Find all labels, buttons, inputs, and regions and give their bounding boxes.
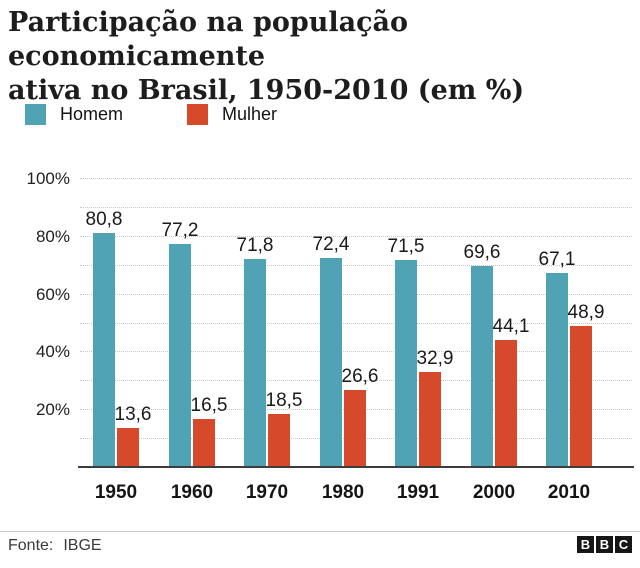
gridline-50 bbox=[80, 323, 632, 324]
value-label-mulher-2000: 44,1 bbox=[492, 316, 530, 337]
y-tick-label: 40% bbox=[35, 342, 70, 361]
bbc-logo-letter: B bbox=[596, 536, 613, 553]
bar-homem-1991 bbox=[395, 260, 417, 467]
legend-swatch-homem bbox=[25, 103, 46, 125]
bar-mulher-1950 bbox=[117, 428, 139, 467]
chart-title: Participação na população economicamente… bbox=[8, 6, 632, 108]
value-label-homem-1960: 77,2 bbox=[161, 220, 199, 241]
gridline-70 bbox=[80, 265, 632, 266]
value-label-homem-1950: 80,8 bbox=[85, 209, 123, 230]
gridline-90 bbox=[80, 207, 632, 208]
x-tick-label-1960: 1960 bbox=[170, 482, 214, 503]
x-tick-label-1970: 1970 bbox=[245, 482, 289, 503]
bar-homem-1970 bbox=[244, 259, 266, 467]
value-label-homem-1991: 71,5 bbox=[387, 236, 425, 257]
x-tick-label-1950: 1950 bbox=[94, 482, 138, 503]
legend: Homem Mulher bbox=[25, 102, 277, 126]
y-tick-label: 100% bbox=[26, 169, 70, 188]
x-axis-line bbox=[78, 466, 634, 468]
value-label-homem-2010: 67,1 bbox=[538, 249, 576, 270]
bbc-logo: B B C bbox=[577, 536, 632, 553]
bar-homem-1980 bbox=[320, 258, 342, 467]
gridline-30 bbox=[80, 380, 632, 381]
bar-homem-1950 bbox=[93, 233, 115, 467]
gridline-100 bbox=[80, 178, 632, 179]
y-tick-label: 20% bbox=[35, 400, 70, 419]
x-tick-label-2000: 2000 bbox=[472, 482, 516, 503]
value-label-homem-2000: 69,6 bbox=[463, 242, 501, 263]
legend-label-homem: Homem bbox=[60, 103, 124, 124]
value-label-mulher-1991: 32,9 bbox=[416, 348, 454, 369]
x-tick-label-2010: 2010 bbox=[547, 482, 591, 503]
chart-title-line1: Participação na população economicamente bbox=[8, 7, 409, 72]
bar-mulher-2010 bbox=[570, 326, 592, 467]
bbc-logo-letter: C bbox=[615, 536, 632, 553]
source-note: Fonte: IBGE bbox=[8, 537, 102, 555]
legend-item-mulher: Mulher bbox=[187, 103, 278, 125]
source-name: IBGE bbox=[63, 537, 102, 554]
bar-mulher-1980 bbox=[344, 390, 366, 467]
y-tick-label: 60% bbox=[35, 285, 70, 304]
value-label-mulher-1950: 13,6 bbox=[114, 404, 152, 425]
legend-item-homem: Homem bbox=[25, 103, 124, 125]
bar-homem-1960 bbox=[169, 244, 191, 467]
value-label-mulher-1980: 26,6 bbox=[341, 366, 379, 387]
bar-mulher-1970 bbox=[268, 414, 290, 467]
x-tick-label-1991: 1991 bbox=[396, 482, 440, 503]
chart-title-line2: ativa no Brasil, 1950-2010 (em %) bbox=[8, 75, 525, 106]
bar-mulher-1960 bbox=[193, 419, 215, 467]
value-label-mulher-2010: 48,9 bbox=[567, 302, 605, 323]
gridline-80 bbox=[80, 236, 632, 237]
value-label-homem-1970: 71,8 bbox=[236, 235, 274, 256]
y-tick-label: 80% bbox=[35, 227, 70, 246]
gridline-40 bbox=[80, 351, 632, 352]
value-label-homem-1980: 72,4 bbox=[312, 234, 350, 255]
bar-mulher-1991 bbox=[419, 372, 441, 467]
bar-homem-2000 bbox=[471, 266, 493, 467]
legend-swatch-mulher bbox=[187, 103, 209, 125]
value-label-mulher-1960: 16,5 bbox=[190, 395, 228, 416]
legend-label-mulher: Mulher bbox=[222, 103, 278, 124]
bar-homem-2010 bbox=[546, 273, 568, 467]
gridline-60 bbox=[80, 294, 632, 295]
bar-mulher-2000 bbox=[495, 340, 517, 467]
value-label-mulher-1970: 18,5 bbox=[265, 390, 303, 411]
bbc-logo-letter: B bbox=[577, 536, 594, 553]
footer-divider bbox=[0, 531, 640, 532]
x-tick-label-1980: 1980 bbox=[321, 482, 365, 503]
source-label: Fonte: bbox=[8, 537, 54, 554]
